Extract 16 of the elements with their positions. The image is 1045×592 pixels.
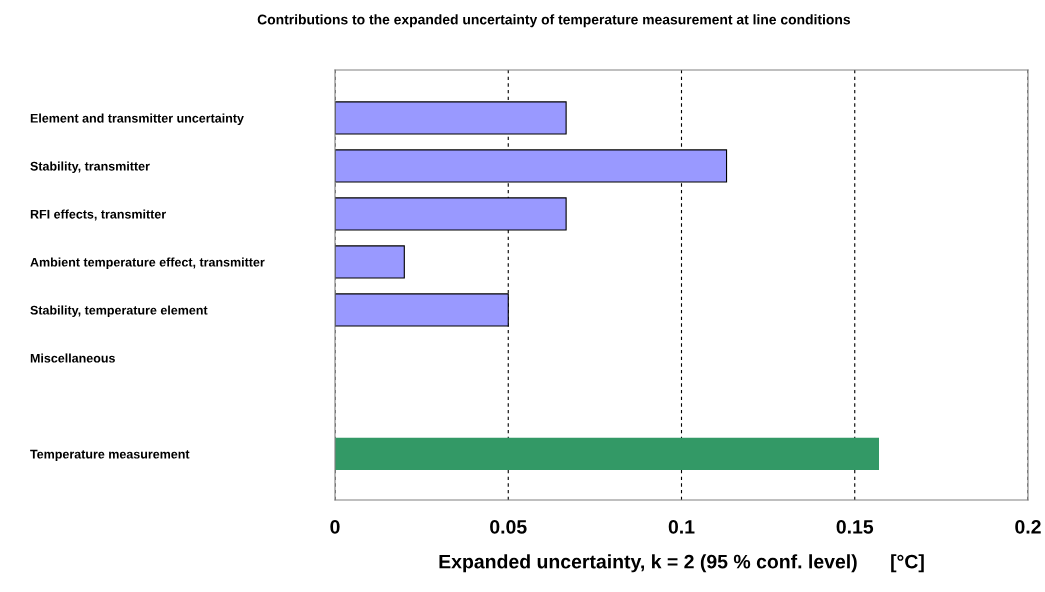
y-tick-label: RFI effects, transmitter bbox=[30, 209, 166, 221]
y-tick-label: Stability, transmitter bbox=[30, 161, 150, 174]
x-tick-label: 0.05 bbox=[490, 519, 527, 534]
bar bbox=[335, 437, 879, 471]
bar bbox=[335, 245, 405, 279]
chart-title: Contributions to the expanded uncertainty of temperature measurement at line conditions bbox=[257, 14, 851, 28]
y-tick-label: Miscellaneous bbox=[30, 353, 115, 363]
y-tick-label: Stability, temperature element bbox=[30, 305, 208, 318]
y-tick-label: Temperature measurement bbox=[30, 449, 190, 462]
x-tick-label: 0.1 bbox=[668, 519, 695, 534]
y-tick-label: Element and transmitter uncertainty bbox=[30, 113, 244, 126]
x-tick-label: 0.2 bbox=[1015, 519, 1041, 534]
x-tick-label: 0 bbox=[330, 519, 340, 534]
y-tick-label: Ambient temperature effect, transmitter bbox=[30, 257, 265, 270]
x-tick-label: 0.15 bbox=[836, 519, 874, 534]
x-axis-title: Expanded uncertainty, k = 2 (95 % conf. level) [°C] bbox=[439, 554, 924, 573]
